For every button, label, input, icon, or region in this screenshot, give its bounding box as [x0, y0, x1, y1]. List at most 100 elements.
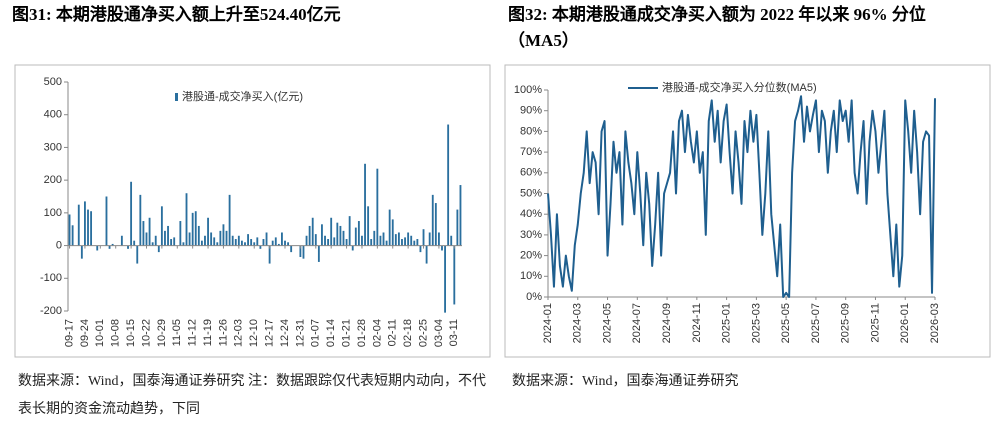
x-tick-label: 2026-01 [899, 303, 911, 343]
x-tick-label: 2024-07 [631, 303, 643, 343]
bar [142, 221, 145, 246]
bar [256, 237, 259, 246]
y-tick-label: 400 [44, 109, 62, 121]
bar [96, 245, 99, 251]
y-tick-label: 20% [520, 250, 542, 262]
legend-label: 港股通-成交净买入分位数(MA5) [662, 80, 817, 94]
bar [105, 196, 108, 246]
legend-label: 港股通-成交净买入(亿元) [182, 89, 303, 103]
x-tick-label: 12-03 [233, 319, 245, 347]
y-tick-label: -100 [40, 272, 62, 284]
bar [305, 235, 308, 246]
bar [407, 232, 410, 246]
bar [388, 209, 391, 246]
bar [441, 245, 443, 251]
x-tick-label: 10-29 [156, 319, 168, 347]
bar [179, 221, 182, 246]
bar [231, 235, 234, 246]
x-tick-label: 09-17 [63, 319, 75, 347]
y-tick-label: 100 [44, 207, 62, 219]
bar [170, 239, 173, 246]
bar [262, 239, 265, 246]
bar [274, 237, 277, 246]
bar [237, 235, 240, 246]
legend-swatch [175, 93, 178, 101]
x-tick-label: 01-21 [340, 319, 352, 347]
bar [213, 237, 216, 246]
bar [447, 124, 450, 246]
chart-title: 图32: 本期港股通成交净买入额为 2022 年以来 96% 分位（MA5） [508, 5, 926, 50]
bar [330, 217, 333, 246]
x-tick-label: 03-04 [433, 319, 445, 347]
x-tick-label: 11-19 [202, 319, 214, 346]
y-tick-label: 0 [56, 239, 62, 251]
bar [373, 230, 376, 246]
bar [321, 224, 323, 246]
bar [268, 245, 271, 264]
bar [210, 232, 213, 246]
x-tick-label: 2025-11 [869, 303, 881, 343]
y-tick-label: 0% [526, 291, 542, 303]
chart-frame [14, 64, 491, 358]
x-tick-label: 12-31 [294, 319, 306, 347]
bar [431, 194, 434, 246]
bar [364, 163, 366, 246]
bar [327, 239, 330, 246]
bar [148, 217, 151, 246]
bar [197, 225, 200, 246]
bar [111, 243, 114, 246]
bar [336, 222, 339, 246]
bar [302, 245, 305, 259]
y-tick-label: 90% [520, 105, 542, 117]
x-tick-label: 03-11 [448, 319, 460, 346]
bar [391, 219, 394, 246]
bar [404, 237, 406, 246]
x-tick-label: 2026-03 [929, 303, 941, 343]
x-tick-label: 11-12 [187, 319, 199, 346]
x-tick-label: 2024-11 [691, 303, 703, 343]
bar [160, 206, 163, 246]
y-tick-label: 80% [520, 125, 542, 137]
bar [425, 245, 428, 264]
bar [154, 235, 157, 246]
bar [345, 239, 348, 246]
bar [259, 245, 262, 249]
bar [416, 239, 419, 246]
bar [456, 209, 459, 246]
bar [379, 235, 382, 246]
bar [394, 234, 397, 246]
source-note: 数据来源：Wind，国泰海通证券研究 注：数据跟踪仅代表短期内动向，不代表长期的… [18, 374, 487, 417]
y-tick-label: 300 [44, 141, 62, 153]
y-tick-label: 70% [520, 146, 542, 158]
bar [173, 237, 176, 246]
x-tick-label: 02-11 [387, 319, 399, 346]
x-tick-label: 09-24 [79, 319, 91, 347]
y-tick-label: -200 [40, 305, 62, 317]
bar [157, 245, 160, 253]
bar [207, 217, 209, 246]
y-tick-label: 200 [44, 174, 62, 186]
bar [299, 245, 302, 258]
bar [290, 245, 293, 253]
bar [382, 232, 385, 246]
bar [90, 211, 93, 246]
bar [287, 242, 290, 246]
bar [333, 237, 336, 246]
bar [219, 230, 222, 246]
bar [284, 240, 286, 246]
bar [453, 245, 456, 305]
x-tick-label: 11-26 [217, 319, 229, 346]
bar [120, 235, 123, 246]
x-tick-label: 2025-01 [721, 303, 733, 343]
chart-title: 图31: 本期港股通净买入额上升至524.40亿元 [12, 5, 341, 24]
x-tick-label: 2025-05 [780, 303, 792, 343]
y-tick-label: 40% [520, 208, 542, 220]
x-tick-label: 2025-07 [810, 303, 822, 343]
y-tick-label: 60% [520, 167, 542, 179]
bar [397, 232, 400, 246]
bar [225, 230, 228, 246]
x-tick-label: 01-28 [356, 319, 368, 347]
bar [385, 240, 388, 246]
